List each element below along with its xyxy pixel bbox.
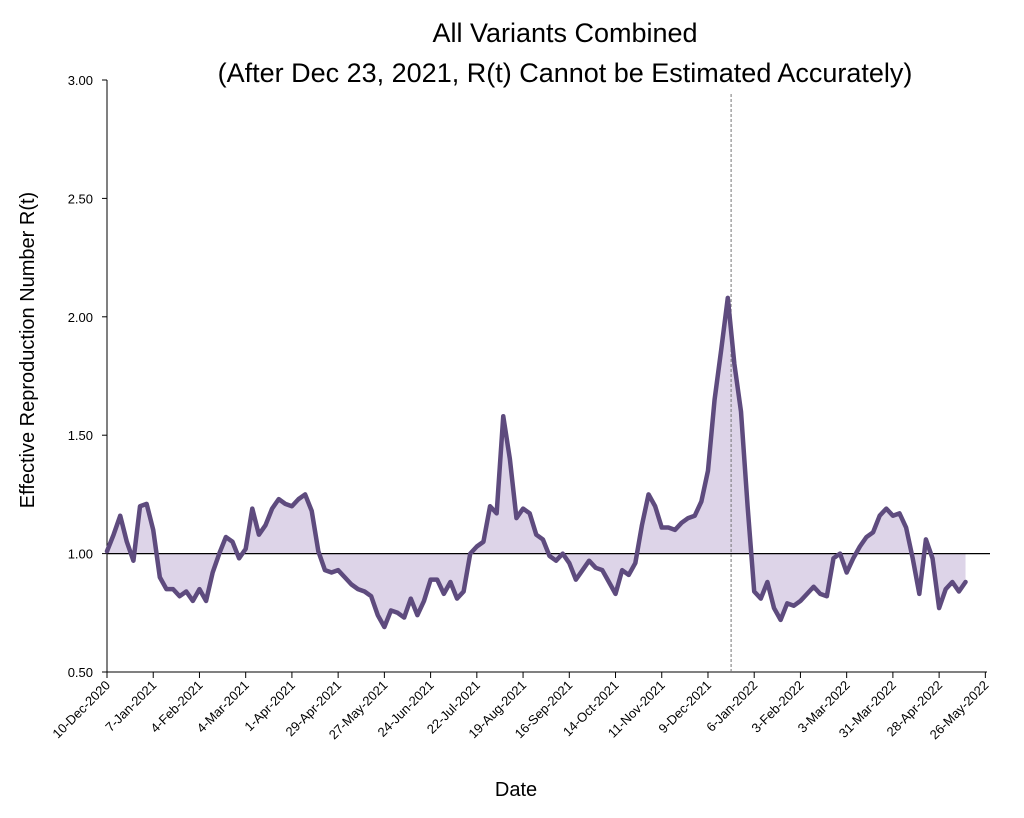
y-axis-label: Effective Reproduction Number R(t) xyxy=(17,192,39,508)
x-axis-label: Date xyxy=(495,779,537,801)
y-tick-label: 2.50 xyxy=(68,191,93,206)
y-tick-label: 1.00 xyxy=(68,547,93,562)
y-tick-label: 3.00 xyxy=(68,73,93,88)
y-tick-label: 2.00 xyxy=(68,310,93,325)
y-tick-label: 0.50 xyxy=(68,665,93,680)
y-tick-label: 1.50 xyxy=(68,428,93,443)
x-tick-label: 10-Dec-2020 xyxy=(49,678,113,742)
line xyxy=(104,295,968,630)
chart-title: All Variants Combined xyxy=(432,18,697,48)
area-fill xyxy=(107,297,966,628)
chart-subtitle: (After Dec 23, 2021, R(t) Cannot be Esti… xyxy=(218,58,913,88)
